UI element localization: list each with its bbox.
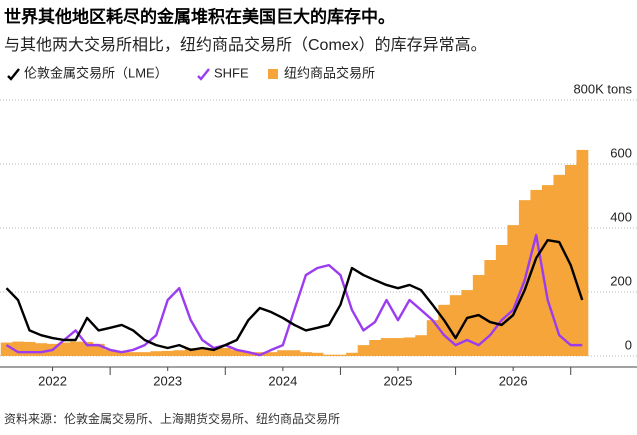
bar [12, 341, 25, 356]
legend-swatch [268, 69, 278, 79]
y-tick-label: 200 [610, 273, 632, 288]
bar [242, 352, 255, 356]
bar [58, 342, 71, 356]
bar [541, 185, 554, 356]
bar [81, 341, 94, 356]
bar [231, 349, 243, 356]
y-tick-label: 800K tons [573, 81, 632, 96]
bar [357, 345, 370, 356]
bar [530, 189, 543, 356]
bar [208, 348, 220, 356]
x-tick-label: 2023 [153, 373, 182, 388]
bar [484, 260, 497, 356]
bar [184, 348, 197, 356]
bar [219, 348, 232, 356]
bar [449, 295, 462, 356]
bar [150, 351, 163, 356]
bar [0, 342, 13, 356]
bar [115, 351, 128, 356]
bar [69, 341, 82, 356]
bar [92, 343, 105, 356]
bar [23, 341, 36, 356]
chart-title: 世界其他地区耗尽的金属堆积在美国巨大的库存中。 [4, 6, 395, 26]
x-tick-label: 2024 [268, 373, 297, 388]
bar [553, 174, 566, 356]
bar [127, 352, 140, 356]
bar [323, 354, 335, 356]
bar [403, 337, 416, 356]
bar [369, 340, 382, 356]
line [5, 238, 584, 352]
x-tick-label: 2022 [38, 373, 67, 388]
bar [415, 335, 428, 356]
bar [507, 225, 520, 356]
bar [196, 347, 209, 356]
bar [438, 304, 451, 356]
bar [311, 352, 324, 356]
bar [161, 350, 174, 356]
bar [461, 290, 474, 356]
bar [380, 338, 393, 356]
bar [138, 352, 151, 356]
x-tick-label: 2025 [384, 373, 413, 388]
legend-swatch [7, 68, 20, 81]
bar [346, 352, 359, 356]
y-tick-label: 0 [625, 337, 632, 352]
legend-label: SHFE [214, 65, 249, 80]
legend-swatch [197, 68, 210, 81]
bar [277, 350, 289, 356]
legend-label: 伦敦金属交易所（LME） [24, 65, 168, 80]
bar [173, 350, 186, 356]
bar [265, 352, 278, 356]
bar [564, 164, 577, 356]
bar [334, 354, 347, 356]
bar [576, 149, 589, 356]
line [5, 233, 583, 357]
bar [392, 338, 405, 356]
bar [104, 349, 117, 356]
bar [426, 320, 439, 356]
x-tick-label: 2026 [499, 373, 528, 388]
y-tick-label: 400 [610, 209, 632, 224]
legend-label: 纽约商品交易所 [284, 65, 375, 80]
bar [288, 350, 301, 356]
bar [35, 343, 48, 356]
source: 资料来源：伦敦金属交易所、上海期货交易所、纽约商品交易所 [4, 411, 340, 426]
bar [495, 244, 508, 356]
bar [300, 352, 312, 356]
y-tick-label: 600 [610, 145, 632, 160]
chart-subtitle: 与其他两大交易所相比，纽约商品交易所（Comex）的库存异常高。 [4, 36, 487, 54]
